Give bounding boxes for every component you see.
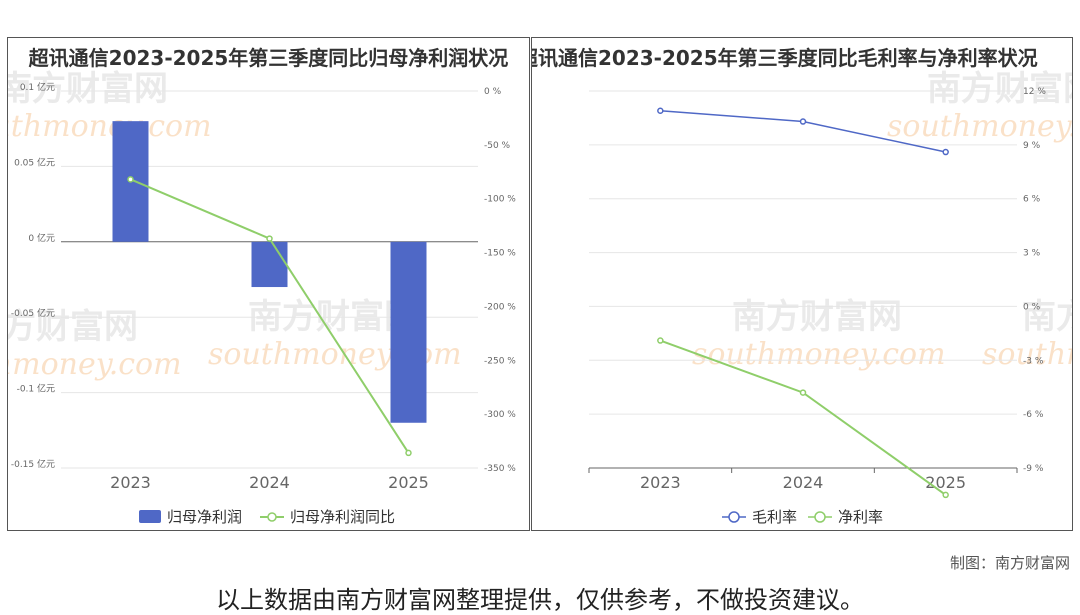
- right-axis-tick-label: -350 %: [484, 464, 516, 474]
- watermark-domain: southmoney.com: [982, 337, 1073, 372]
- x-axis-tick-label: 2025: [925, 473, 966, 492]
- right-chart-svg: 南方财富网southmoney.com南方财富网southmoney.com南方…: [588, 69, 1073, 526]
- right-axis-tick-label: -6 %: [1023, 410, 1044, 420]
- right-axis-tick-label: 9 %: [1023, 141, 1041, 151]
- bar-2024: [251, 241, 288, 288]
- line-point-1-2025: [942, 491, 949, 499]
- watermark-domain: southmoney.com: [692, 337, 946, 372]
- right-axis-tick-label: -3 %: [1023, 356, 1044, 366]
- right-axis-tick-label: 12 %: [1023, 87, 1046, 97]
- line-point-2024: [266, 235, 273, 242]
- right-axis-tick-label: 0 %: [484, 87, 502, 97]
- right-chart-panel: 超讯通信2023-2025年第三季度同比毛利率与净利率状况 南方财富网south…: [531, 37, 1073, 531]
- watermark-brand: 南方财富网: [8, 69, 168, 109]
- right-axis-tick-label: -250 %: [484, 356, 516, 366]
- watermark-brand: 南方财富网: [1022, 297, 1073, 337]
- x-axis-tick-label: 2024: [783, 473, 824, 492]
- legend-line-marker: [267, 512, 277, 522]
- watermark-brand: 南方财富网: [732, 297, 902, 337]
- x-axis-tick-label: 2024: [249, 473, 290, 492]
- legend-label-1: 净利率: [838, 508, 883, 526]
- line-point-2023: [127, 176, 134, 183]
- watermark-domain: southmoney.com: [887, 109, 1073, 144]
- left-axis-tick-label: 0.05 亿元: [14, 156, 55, 168]
- right-axis-tick-label: 0 %: [1023, 302, 1041, 312]
- right-chart-title: 超讯通信2023-2025年第三季度同比毛利率与净利率状况: [531, 46, 1038, 70]
- disclaimer-footer: 以上数据由南方财富网整理提供，仅供参考，不做投资建议。: [216, 586, 864, 614]
- watermark-brand: 南方财富网: [927, 69, 1073, 109]
- line-point-0-2023: [657, 107, 664, 114]
- legend-line-label: 归母净利润同比: [290, 508, 395, 526]
- watermark-domain: southmoney.com: [8, 347, 182, 382]
- legend-marker-0: [728, 511, 740, 523]
- right-axis-tick-label: -200 %: [484, 302, 516, 312]
- right-axis-tick-label: -150 %: [484, 249, 516, 259]
- legend-marker-1: [814, 511, 826, 523]
- left-axis-tick-label: -0.05 亿元: [11, 307, 55, 319]
- legend-bar-swatch: [139, 510, 161, 523]
- left-chart-panel: 超讯通信2023-2025年第三季度同比归母净利润状况 南方财富网southmo…: [7, 37, 530, 531]
- right-axis-tick-label: 6 %: [1023, 195, 1041, 205]
- left-axis-tick-label: -0.1 亿元: [17, 383, 55, 395]
- bar-2025: [390, 241, 427, 423]
- line-point-2025: [405, 449, 412, 457]
- legend-bar-label: 归母净利润: [167, 508, 242, 526]
- line-point-0-2024: [799, 118, 807, 125]
- left-axis-tick-label: 0.1 亿元: [20, 81, 55, 93]
- line-point-1-2023: [657, 337, 664, 344]
- right-axis-tick-label: 3 %: [1023, 249, 1041, 259]
- left-axis-tick-label: -0.15 亿元: [11, 458, 55, 470]
- line-point-1-2024: [799, 389, 807, 396]
- right-axis-tick-label: -300 %: [484, 410, 516, 420]
- legend-label-0: 毛利率: [752, 508, 797, 526]
- line-point-0-2025: [942, 148, 949, 156]
- watermark-brand: 南方财富网: [8, 307, 138, 347]
- right-axis-tick-label: -9 %: [1023, 464, 1044, 474]
- right-axis-tick-label: -50 %: [484, 141, 511, 151]
- x-axis-tick-label: 2025: [388, 473, 429, 492]
- left-chart-svg: 南方财富网southmoney.com南方财富网southmoney.com南方…: [8, 69, 516, 526]
- chart-caption: 制图：南方财富网: [949, 554, 1070, 572]
- x-axis-tick-label: 2023: [110, 473, 151, 492]
- x-axis-tick-label: 2023: [640, 473, 681, 492]
- right-axis-tick-label: -100 %: [484, 195, 516, 205]
- watermark-domain: southmoney.com: [8, 109, 212, 144]
- left-axis-tick-label: 0 亿元: [28, 232, 55, 244]
- left-chart-title: 超讯通信2023-2025年第三季度同比归母净利润状况: [28, 46, 509, 70]
